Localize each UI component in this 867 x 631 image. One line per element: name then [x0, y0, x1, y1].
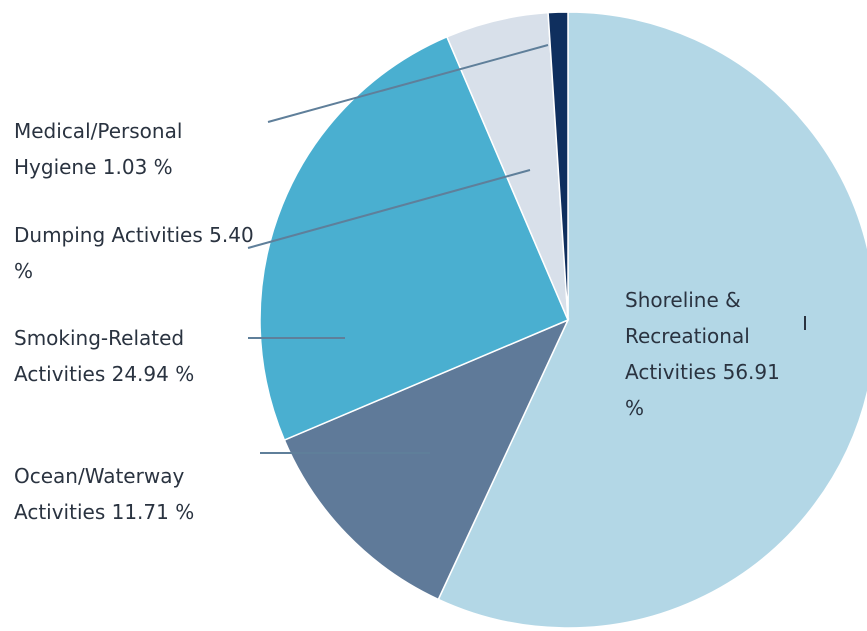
value-label: 1.03 %: [102, 155, 173, 179]
value-label: 56.91 %: [625, 360, 780, 420]
pie-slice: [259, 35, 569, 442]
value-label: 5.40 %: [14, 223, 254, 283]
slice-label: Smoking-Related Activities 24.94 %: [14, 320, 244, 392]
category-label: Dumping Activities: [14, 223, 203, 247]
pie-slice: [547, 11, 569, 321]
pie-slice: [437, 11, 867, 629]
category-label: Shoreline & Recreational Activities: [625, 288, 750, 384]
leader-line: [247, 169, 531, 249]
leader-line: [267, 44, 549, 123]
slice-label: Ocean/Waterway Activities 11.71 %: [14, 458, 244, 530]
category-label: Smoking-Related Activities: [14, 326, 185, 386]
value-label: 11.71 %: [111, 500, 195, 524]
slice-label: Shoreline & Recreational Activities 56.9…: [625, 282, 795, 426]
category-label: Medical/Personal Hygiene: [14, 119, 183, 179]
pie-slice: [283, 318, 570, 601]
slice-label: Medical/Personal Hygiene 1.03 %: [14, 113, 229, 185]
category-label: Ocean/Waterway Activities: [14, 464, 185, 524]
slice-label: Dumping Activities 5.40 %: [14, 217, 254, 289]
value-label: 24.94 %: [111, 362, 195, 386]
